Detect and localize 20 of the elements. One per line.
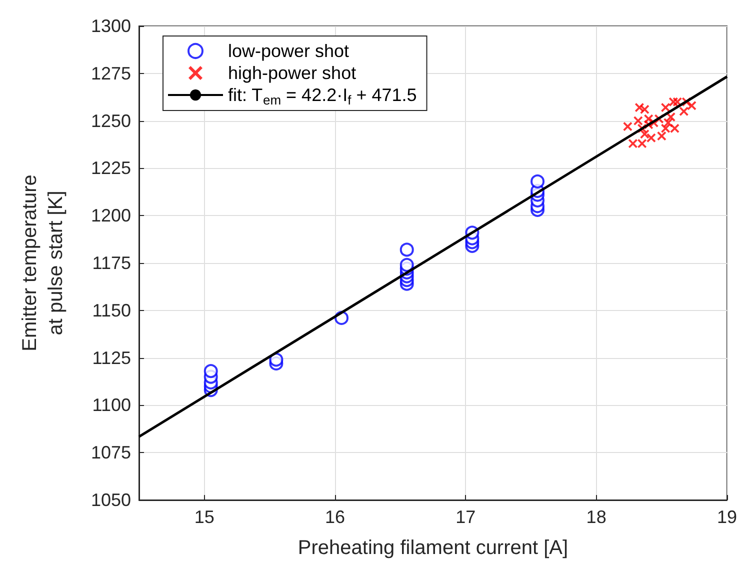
y-tick-label: 1300 [90,16,131,36]
x-tick-label: 15 [194,507,214,527]
y-tick-label: 1125 [92,348,131,368]
x-tick-label: 19 [716,507,738,527]
legend-label: low-power shot [228,41,350,61]
y-tick-label: 1150 [92,300,131,320]
x-tick-label: 16 [324,507,346,527]
y-tick-label: 1250 [90,110,131,131]
x-tick-label: 17 [456,507,476,527]
y-axis-title: Emitter temperature at pulse start [K] [19,174,67,352]
legend-label: high-power shot [228,63,356,83]
y-tick-label: 1100 [92,395,131,416]
y-tick-label: 1275 [90,63,131,84]
x-axis-title: Preheating filament current [A] [298,537,568,559]
y-tick-label: 1175 [92,253,131,273]
y-tick-label: 1225 [90,158,131,178]
x-tick-label: 18 [586,507,606,527]
y-tick-label: 1200 [90,206,131,226]
y-tick-label: 1050 [90,490,131,510]
y-tick-label: 1075 [90,442,131,463]
